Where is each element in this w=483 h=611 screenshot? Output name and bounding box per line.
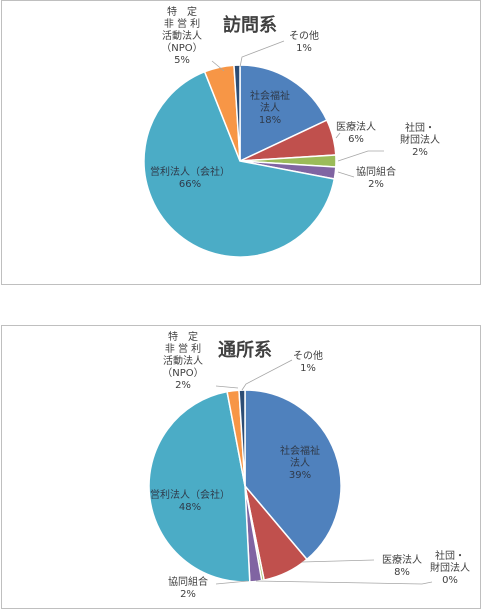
data-label-other-visit: その他 1% [289,29,319,54]
data-label-coop-visit: 協同組合 2% [356,165,396,190]
leader-line-foundation-daycare [255,580,433,585]
leader-line-medical-corp-daycare [301,559,375,563]
leader-line-foundation-visit [337,150,384,162]
other-slice-daycare [238,389,246,487]
data-label-foundation-visit: 社団・財団法人 2% [400,121,440,158]
leader-line-coop-daycare [215,580,249,585]
social-welfare-slice-daycare [244,389,342,561]
leader-line-other-visit [239,40,285,68]
leader-line-other-daycare [241,359,293,391]
data-label-medical-corp-daycare: 医療法人 8% [382,553,422,578]
chart-panel-visit: 訪問系社会福祉法人 18% 医療法人 6% 社団・財団法人 2% 協同組合 2% 営利法人（会社… [1,0,481,285]
social-welfare-slice-visit [239,64,328,163]
for-profit-slice-visit [143,70,336,258]
data-label-social-welfare-visit: 社会福祉法人 18% [250,89,290,126]
for-profit-slice-daycare [148,390,251,583]
data-label-medical-corp-visit: 医療法人 6% [336,120,376,145]
data-label-other-daycare: その他 1% [293,349,323,374]
leader-line-npo-visit [211,60,225,72]
chart-panel-daycare: 通所系社会福祉法人 39% 医療法人 8% 社団・財団法人 0% 協同組合 2% 営利法人（会社… [1,325,481,609]
chart-title-visit: 訪問系 [223,14,277,36]
leader-line-medical-corp-visit [335,132,341,139]
data-label-foundation-daycare: 社団・財団法人 0% [430,549,470,586]
data-label-social-welfare-daycare: 社会福祉法人 39% [280,444,320,481]
leader-line-coop-visit [337,171,355,178]
chart-title-daycare: 通所系 [218,340,272,361]
data-label-npo-visit: 特 定非 営 利活動法人（NPO） 5% [161,5,202,66]
data-label-for-profit-daycare: 営利法人（会社） 48% [150,488,230,513]
data-label-for-profit-visit: 営利法人（会社） 66% [150,165,230,190]
leader-line-npo-daycare [215,385,239,389]
data-label-coop-daycare: 協同組合 2% [168,575,208,600]
data-label-npo-daycare: 特 定非 営 利活動法人（NPO） 2% [162,330,203,391]
